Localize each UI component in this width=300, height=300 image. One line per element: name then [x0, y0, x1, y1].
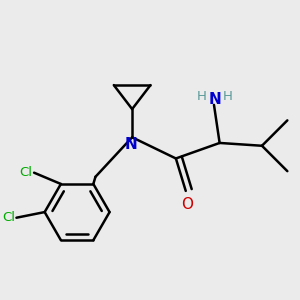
Text: N: N [208, 92, 221, 107]
Text: H: H [196, 90, 206, 104]
Text: Cl: Cl [20, 166, 33, 179]
Text: N: N [124, 137, 137, 152]
Text: Cl: Cl [2, 211, 15, 224]
Text: O: O [181, 197, 193, 212]
Text: H: H [223, 90, 232, 104]
